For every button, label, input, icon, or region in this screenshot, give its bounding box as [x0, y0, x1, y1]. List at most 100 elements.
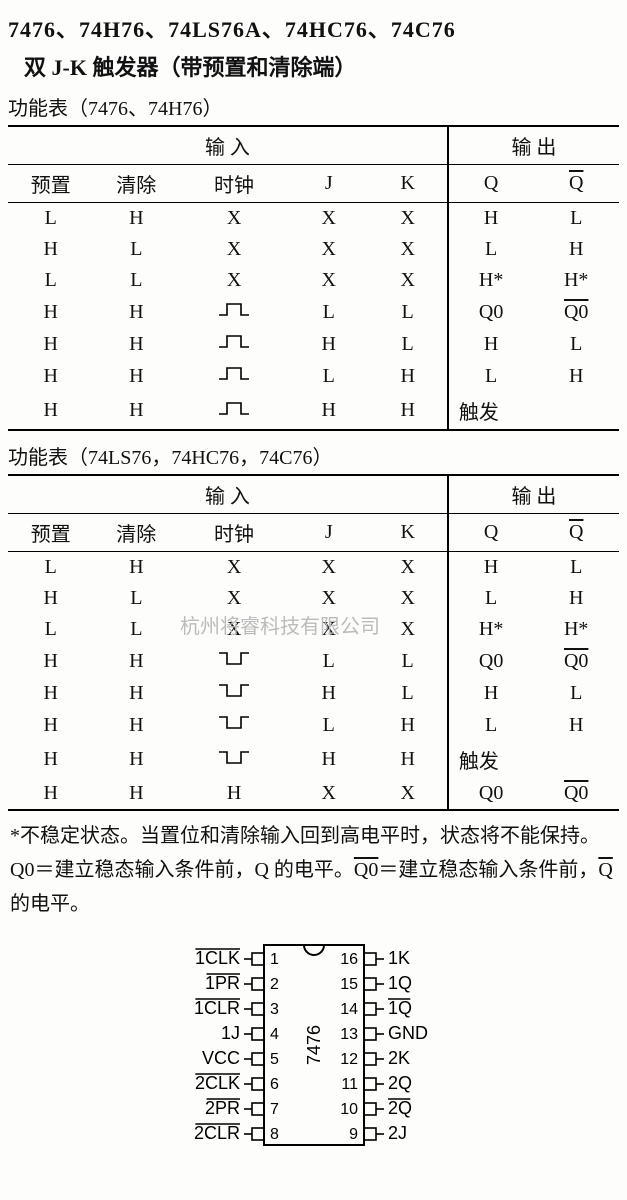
table-cell: X	[368, 234, 447, 265]
table-cell: H	[533, 583, 619, 614]
table-cell: X	[368, 583, 447, 614]
table-cell: X	[179, 583, 289, 614]
table-header: Q	[533, 165, 619, 203]
table-cell: H	[8, 328, 94, 360]
table-cell: H	[448, 328, 534, 360]
pin-label: GND	[388, 1023, 428, 1043]
pin-number: 1	[270, 951, 279, 968]
table-cell: H	[94, 645, 180, 677]
section-outputs: 输 出	[448, 475, 619, 514]
table-cell: H	[289, 741, 368, 778]
table-row: LLXXXH*H*	[8, 614, 619, 645]
table-cell	[179, 392, 289, 430]
table-cell: L	[8, 614, 94, 645]
table-header: 清除	[94, 514, 180, 552]
table-row: LHXXXHL	[8, 203, 619, 235]
table-cell: 触发	[448, 741, 619, 778]
table-cell: Q0	[448, 778, 534, 810]
pin-label: 2J	[388, 1123, 407, 1143]
table-header: Q	[533, 514, 619, 552]
pin-number: 6	[270, 1076, 279, 1093]
table-row: HHLHLH	[8, 709, 619, 741]
table-row: HHHH触发	[8, 392, 619, 430]
table-cell: H	[8, 392, 94, 430]
pin-number: 15	[340, 976, 358, 993]
table-row: HHLLQ0Q0	[8, 296, 619, 328]
table-cell: H	[8, 709, 94, 741]
table-row: HHLHLH	[8, 360, 619, 392]
table-cell: X	[368, 265, 447, 296]
pulse-up-icon	[218, 399, 250, 423]
pulse-down-icon	[218, 681, 250, 705]
table-cell: H*	[448, 614, 534, 645]
table-cell: H*	[533, 265, 619, 296]
table-header-row: 预置清除时钟JKQQ	[8, 514, 619, 552]
pin-label: 1J	[220, 1023, 239, 1043]
table-cell: H	[94, 778, 180, 810]
table-cell: X	[368, 552, 447, 584]
table-cell: H	[8, 677, 94, 709]
table-cell: L	[368, 328, 447, 360]
table-cell: L	[368, 677, 447, 709]
table-cell: X	[289, 614, 368, 645]
section-inputs: 输 入	[8, 475, 448, 514]
table-cell: H	[289, 328, 368, 360]
pin-number: 2	[270, 976, 279, 993]
table-cell: Q0	[533, 296, 619, 328]
table-cell: H	[94, 328, 180, 360]
pin-number: 16	[340, 951, 358, 968]
table-cell: L	[368, 645, 447, 677]
page-title: 7476、74H76、74LS76A、74HC76、74C76	[8, 12, 619, 44]
footnote-text: *不稳定状态。当置位和清除输入回到高电平时，状态将不能保持。Q0＝建立稳态输入条…	[10, 819, 617, 921]
pin-number: 7	[270, 1101, 279, 1118]
pulse-up-icon	[218, 332, 250, 356]
pin-label: 1Q	[388, 998, 412, 1018]
table-cell: L	[289, 645, 368, 677]
pulse-up-icon	[218, 300, 250, 324]
table-cell: H	[94, 552, 180, 584]
table-cell: Q0	[448, 645, 534, 677]
table-cell: 触发	[448, 392, 619, 430]
table-row: HHHLHL	[8, 328, 619, 360]
table-cell: H	[94, 392, 180, 430]
pulse-up-icon	[218, 364, 250, 388]
table-cell: X	[289, 265, 368, 296]
pin-number: 11	[341, 1076, 358, 1093]
table-cell: L	[94, 265, 180, 296]
table-cell: X	[179, 614, 289, 645]
table-cell	[179, 296, 289, 328]
table-cell: H	[8, 360, 94, 392]
table-cell: H	[94, 203, 180, 235]
table-header: Q	[448, 514, 534, 552]
pin-number: 5	[270, 1051, 279, 1068]
pin-number: 14	[340, 1001, 358, 1018]
table-row: HLXXXLH	[8, 234, 619, 265]
chip-label: 7476	[304, 1025, 324, 1065]
table-cell: H	[368, 709, 447, 741]
table-cell: L	[533, 552, 619, 584]
pin-label: 2Q	[388, 1098, 412, 1118]
table-cell: X	[368, 614, 447, 645]
table-header: Q	[448, 165, 534, 203]
table-cell: L	[448, 583, 534, 614]
pin-label: VCC	[201, 1048, 239, 1068]
truth-table-2: 输 入输 出预置清除时钟JKQQLHXXXHLHLXXXLHLLXXXH*H*H…	[8, 474, 619, 811]
pin-number: 4	[270, 1026, 279, 1043]
pin-number: 3	[270, 1001, 279, 1018]
table-cell: H*	[448, 265, 534, 296]
table-cell: H	[368, 392, 447, 430]
table-row: HHHLHL	[8, 677, 619, 709]
table-cell: X	[368, 778, 447, 810]
pin-label: 2K	[388, 1048, 410, 1068]
table-cell: H	[448, 677, 534, 709]
table-cell: H	[8, 645, 94, 677]
table-cell: H	[8, 741, 94, 778]
table-cell: X	[289, 234, 368, 265]
table-cell: H	[289, 677, 368, 709]
table-header-row: 预置清除时钟JKQQ	[8, 165, 619, 203]
table-cell: H	[533, 709, 619, 741]
table-cell: X	[289, 203, 368, 235]
table-cell	[179, 709, 289, 741]
table-cell: L	[289, 360, 368, 392]
table-cell: L	[533, 677, 619, 709]
